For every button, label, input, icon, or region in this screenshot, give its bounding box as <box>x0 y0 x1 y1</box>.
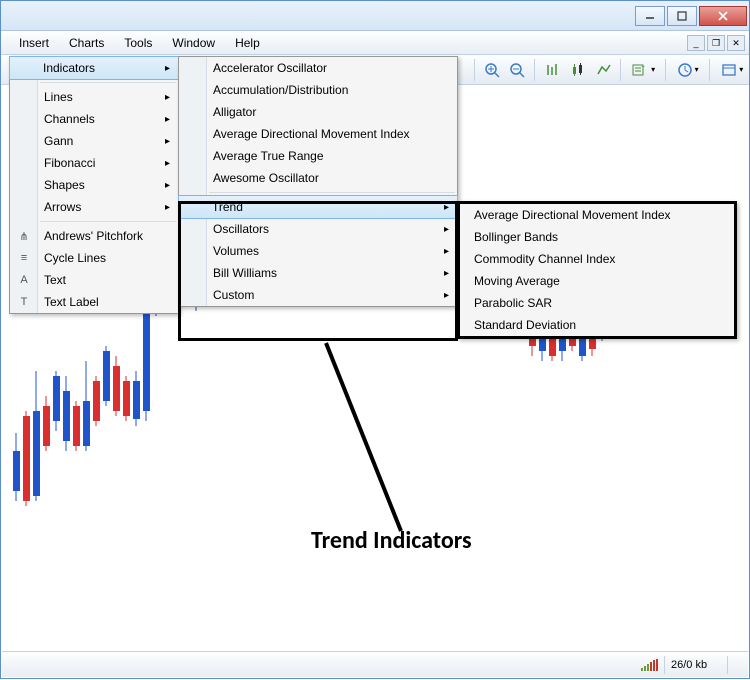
insert-menu-item-text-label[interactable]: T Text Label <box>10 291 178 313</box>
insert-menu-item-icon: ⋔ <box>16 230 32 243</box>
trend-menu-item-standard-deviation[interactable]: Standard Deviation <box>460 314 734 336</box>
submenu-arrow-icon: ▸ <box>444 224 449 235</box>
insert-menu-item-icon: T <box>16 296 32 308</box>
indicators-menu-item-label: Alligator <box>213 105 256 119</box>
submenu-arrow-icon: ▸ <box>444 268 449 279</box>
insert-menu-item-label: Channels <box>44 112 95 126</box>
indicators-menu-item-label: Awesome Oscillator <box>213 171 319 185</box>
indicators-menu-item-label: Custom <box>213 288 254 302</box>
submenu-arrow-icon: ▸ <box>165 114 170 125</box>
submenu-arrow-icon: ▸ <box>165 136 170 147</box>
indicators-menu-item-bill-williams[interactable]: Bill Williams ▸ <box>179 262 457 284</box>
submenu-arrow-icon: ▸ <box>165 158 170 169</box>
insert-menu-item-arrows[interactable]: Arrows ▸ <box>10 196 178 218</box>
insert-menu-item-icon: A <box>16 274 32 286</box>
indicators-menu-item-average-true-range[interactable]: Average True Range <box>179 145 457 167</box>
insert-menu-item-gann[interactable]: Gann ▸ <box>10 130 178 152</box>
trend-menu-item-parabolic-sar[interactable]: Parabolic SAR <box>460 292 734 314</box>
insert-menu-item-label: Text <box>44 273 66 287</box>
insert-menu-item-channels[interactable]: Channels ▸ <box>10 108 178 130</box>
trend-menu-item-label: Average Directional Movement Index <box>474 208 671 222</box>
insert-menu-item-indicators[interactable]: Indicators ▸ <box>9 56 179 80</box>
trend-menu-item-label: Commodity Channel Index <box>474 252 615 266</box>
indicators-submenu: Accelerator Oscillator Accumulation/Distr… <box>178 56 458 307</box>
insert-menu-item-label: Cycle Lines <box>44 251 106 265</box>
insert-menu-item-icon: ≡ <box>16 252 32 264</box>
insert-menu-item-label: Text Label <box>44 295 99 309</box>
insert-menu-item-label: Shapes <box>44 178 85 192</box>
insert-menu-item-label: Arrows <box>44 200 81 214</box>
insert-menu-item-text[interactable]: A Text <box>10 269 178 291</box>
submenu-arrow-icon: ▸ <box>165 202 170 213</box>
indicators-menu-item-label: Trend <box>212 200 243 214</box>
trend-menu-item-average-directional-movement-index[interactable]: Average Directional Movement Index <box>460 204 734 226</box>
insert-menu-item-label: Andrews' Pitchfork <box>44 229 143 243</box>
insert-menu-item-label: Gann <box>44 134 73 148</box>
trend-menu-item-commodity-channel-index[interactable]: Commodity Channel Index <box>460 248 734 270</box>
submenu-arrow-icon: ▸ <box>444 246 449 257</box>
trend-menu-item-moving-average[interactable]: Moving Average <box>460 270 734 292</box>
submenu-arrow-icon: ▸ <box>165 180 170 191</box>
trend-menu-item-label: Parabolic SAR <box>474 296 552 310</box>
submenu-arrow-icon: ▸ <box>165 92 170 103</box>
indicators-menu-item-accelerator-oscillator[interactable]: Accelerator Oscillator <box>179 57 457 79</box>
submenu-arrow-icon: ▸ <box>165 63 170 74</box>
indicators-menu-item-accumulation-distribution[interactable]: Accumulation/Distribution <box>179 79 457 101</box>
trend-menu-item-label: Bollinger Bands <box>474 230 558 244</box>
insert-menu-item-label: Fibonacci <box>44 156 95 170</box>
insert-menu-item-andrews-pitchfork[interactable]: ⋔ Andrews' Pitchfork <box>10 225 178 247</box>
insert-menu-item-label: Indicators <box>43 61 95 75</box>
indicators-menu-item-label: Volumes <box>213 244 259 258</box>
indicators-menu-item-volumes[interactable]: Volumes ▸ <box>179 240 457 262</box>
indicators-menu-item-trend[interactable]: Trend ▸ <box>178 195 458 219</box>
annotation-label: Trend Indicators <box>311 526 472 555</box>
indicators-menu-item-label: Average True Range <box>213 149 324 163</box>
app-window: Insert Charts Tools Window Help _ ❐ ✕ +▾… <box>0 0 750 679</box>
indicators-menu-item-oscillators[interactable]: Oscillators ▸ <box>179 218 457 240</box>
insert-menu-item-shapes[interactable]: Shapes ▸ <box>10 174 178 196</box>
trend-submenu: Average Directional Movement Index Bollin… <box>457 201 737 339</box>
indicators-menu-item-label: Bill Williams <box>213 266 277 280</box>
indicators-menu-item-label: Accumulation/Distribution <box>213 83 348 97</box>
submenu-arrow-icon: ▸ <box>444 290 449 301</box>
indicators-menu-item-average-directional-movement-index[interactable]: Average Directional Movement Index <box>179 123 457 145</box>
trend-menu-item-label: Standard Deviation <box>474 318 576 332</box>
insert-menu-item-lines[interactable]: Lines ▸ <box>10 86 178 108</box>
indicators-menu-item-custom[interactable]: Custom ▸ <box>179 284 457 306</box>
submenu-arrow-icon: ▸ <box>444 202 449 213</box>
trend-menu-item-bollinger-bands[interactable]: Bollinger Bands <box>460 226 734 248</box>
indicators-menu-item-awesome-oscillator[interactable]: Awesome Oscillator <box>179 167 457 189</box>
indicators-menu-item-alligator[interactable]: Alligator <box>179 101 457 123</box>
insert-menu-item-label: Lines <box>44 90 73 104</box>
insert-menu: Indicators▸ Lines▸Channels▸Gann▸Fibonacc… <box>9 56 179 314</box>
trend-menu-item-label: Moving Average <box>474 274 560 288</box>
insert-menu-item-cycle-lines[interactable]: ≡ Cycle Lines <box>10 247 178 269</box>
insert-menu-item-fibonacci[interactable]: Fibonacci ▸ <box>10 152 178 174</box>
indicators-menu-item-label: Accelerator Oscillator <box>213 61 327 75</box>
indicators-menu-item-label: Oscillators <box>213 222 269 236</box>
indicators-menu-item-label: Average Directional Movement Index <box>213 127 410 141</box>
